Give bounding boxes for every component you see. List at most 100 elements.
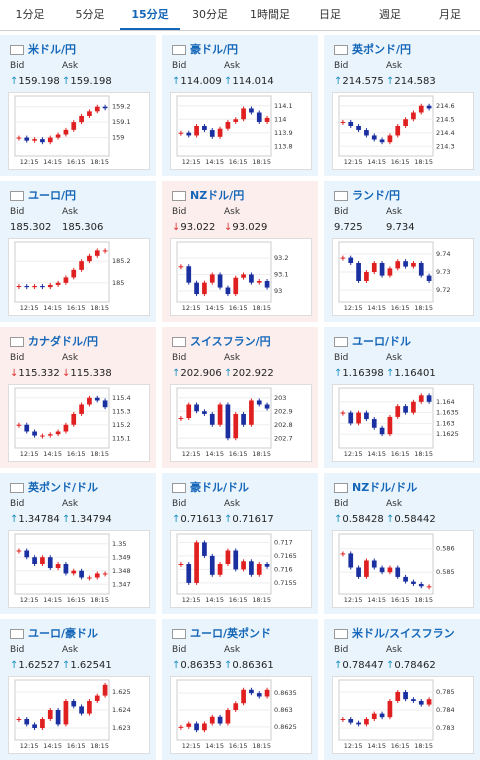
candle	[16, 550, 22, 552]
candle	[387, 701, 393, 718]
candle	[225, 287, 231, 295]
rate-card[interactable]: 英ポンド/円 Bid Ask ↑214.575 ↑214.583 214.3 214.4 21…	[324, 35, 480, 176]
tab[interactable]: 1時間足	[250, 8, 290, 21]
tab[interactable]: 月足	[439, 8, 461, 21]
ask-price: 159.198	[70, 76, 112, 87]
y-tick-label: 0.784	[436, 706, 455, 714]
plot-frame	[338, 387, 434, 449]
candle	[209, 555, 215, 575]
candle	[32, 431, 37, 436]
rate-card[interactable]: ランド/円 Bid Ask 9.725 9.734 9.72 9.73 9.74 12:15 14…	[324, 181, 480, 322]
plot-frame	[176, 387, 272, 449]
rate-card[interactable]: 米ドル/円 Bid Ask ↑159.198 ↑159.198 159 159.1 159.2…	[0, 35, 156, 176]
candle	[102, 106, 108, 109]
candle	[356, 126, 361, 131]
bid-label: Bid	[10, 353, 25, 363]
ask-value: ↑114.014	[224, 76, 274, 87]
tab[interactable]: 日足	[319, 8, 341, 21]
y-tick-label: 114	[274, 115, 286, 123]
rate-card[interactable]: ユーロ/豪ドル Bid Ask ↑1.62527 ↑1.62541 1.623 1.624 1…	[0, 619, 156, 760]
y-tick-label: 1.625	[112, 688, 131, 696]
candle	[340, 257, 346, 259]
candle	[16, 424, 22, 426]
x-tick-label: 12:15	[182, 450, 201, 458]
candle	[395, 126, 401, 136]
bid-price: 202.906	[180, 368, 222, 379]
tab[interactable]: 週足	[379, 8, 401, 21]
bid-price: 1.16398	[342, 368, 384, 379]
rate-card[interactable]: NZドル/ドル Bid Ask ↑0.58428 ↑0.58442 0.585 0.586 1…	[324, 473, 480, 614]
rate-card[interactable]: NZドル/円 Bid Ask ↓93.022 ↓93.029 93 93.1 93.2 12:1…	[162, 181, 318, 322]
candle	[194, 404, 199, 412]
rate-card[interactable]: ユーロ/円 Bid Ask 185.302 185.306 185 185.2 12:15 14…	[0, 181, 156, 322]
rate-card[interactable]: 豪ドル/円 Bid Ask ↑114.009 ↑114.014 113.8 113.9 114…	[162, 35, 318, 176]
plot-frame	[14, 95, 110, 157]
rate-card[interactable]: スイスフラン/円 Bid Ask ↑202.906 ↑202.922 202.7 202.8…	[162, 327, 318, 468]
candle	[32, 724, 37, 728]
change-arrow: ↓	[172, 222, 181, 233]
change-arrow: ↑	[10, 660, 19, 671]
candle	[233, 277, 239, 295]
ask-price: 0.58442	[394, 514, 436, 525]
rate-card[interactable]: 米ドル/スイスフラン Bid Ask ↑0.78447 ↑0.78462 0.783 0.7…	[324, 619, 480, 760]
candle	[40, 435, 45, 437]
candle	[233, 119, 239, 122]
rate-card[interactable]: ユーロ/英ポンド Bid Ask ↑0.86353 ↑0.86361 0.8625 0.86…	[162, 619, 318, 760]
candle	[178, 132, 184, 134]
y-tick-label: 1.1625	[436, 430, 459, 438]
tab[interactable]: 30分足	[192, 8, 228, 21]
candle	[71, 413, 77, 425]
y-tick-label: 0.785	[436, 688, 455, 696]
bid-label: Bid	[334, 207, 349, 217]
x-tick-label: 14:15	[205, 304, 224, 312]
plot-frame	[338, 533, 434, 595]
candle	[24, 719, 30, 725]
candle	[194, 723, 199, 731]
ask-price: 0.71617	[232, 514, 274, 525]
rate-card[interactable]: ユーロ/ドル Bid Ask ↑1.16398 ↑1.16401 1.1625 1.163 1…	[324, 327, 480, 468]
rate-card[interactable]: 豪ドル/ドル Bid Ask ↑0.71613 ↑0.71617 0.7155 0.716 0…	[162, 473, 318, 614]
candle	[63, 564, 69, 574]
rate-card[interactable]: 英ポンド/ドル Bid Ask ↑1.34784 ↑1.34794 1.347 1.348 1…	[0, 473, 156, 614]
x-tick-label: 14:15	[43, 304, 62, 312]
x-tick-label: 18:15	[414, 596, 433, 604]
y-tick-label: 1.164	[436, 398, 455, 406]
bid-value: 185.302	[10, 222, 51, 233]
candle	[217, 274, 223, 288]
change-arrow: ↑	[224, 660, 233, 671]
candle	[186, 404, 192, 418]
tab[interactable]: 5分足	[75, 8, 105, 21]
candle	[264, 281, 270, 288]
candle	[47, 434, 53, 436]
ask-value: ↑1.34794	[62, 514, 112, 525]
y-tick-label: 202.9	[274, 407, 293, 415]
candle	[364, 719, 369, 725]
candle	[55, 431, 61, 435]
bid-label: Bid	[334, 353, 349, 363]
candle	[379, 427, 385, 435]
candle	[340, 412, 346, 414]
candle	[264, 564, 270, 567]
candle	[217, 404, 223, 425]
flag	[172, 337, 186, 347]
y-tick-label: 115.1	[112, 434, 131, 442]
y-tick-label: 0.716	[274, 565, 293, 573]
candle	[241, 413, 246, 425]
pair-name: 豪ドル/円	[190, 43, 239, 56]
bid-price: 214.575	[342, 76, 384, 87]
x-tick-label: 16:15	[229, 304, 248, 312]
mini-chart: 93 93.1 93.2 12:15 14:15 16:15 18:15	[170, 238, 312, 316]
change-arrow: ↑	[386, 660, 395, 671]
ask-price: 1.16401	[394, 368, 436, 379]
y-tick-label: 114.1	[274, 102, 293, 110]
candle	[233, 703, 239, 710]
bid-price: 1.34784	[18, 514, 60, 525]
x-tick-label: 14:15	[367, 304, 386, 312]
rate-card[interactable]: カナダドル/円 Bid Ask ↓115.332 ↓115.338 115.1 115.2 1…	[0, 327, 156, 468]
bid-price: 0.71613	[180, 514, 222, 525]
x-tick-label: 16:15	[391, 450, 410, 458]
tab[interactable]: 15分足	[120, 0, 180, 30]
tab[interactable]: 1分足	[15, 8, 45, 21]
pair-name: NZドル/円	[190, 189, 245, 202]
x-tick-label: 14:15	[367, 158, 386, 166]
